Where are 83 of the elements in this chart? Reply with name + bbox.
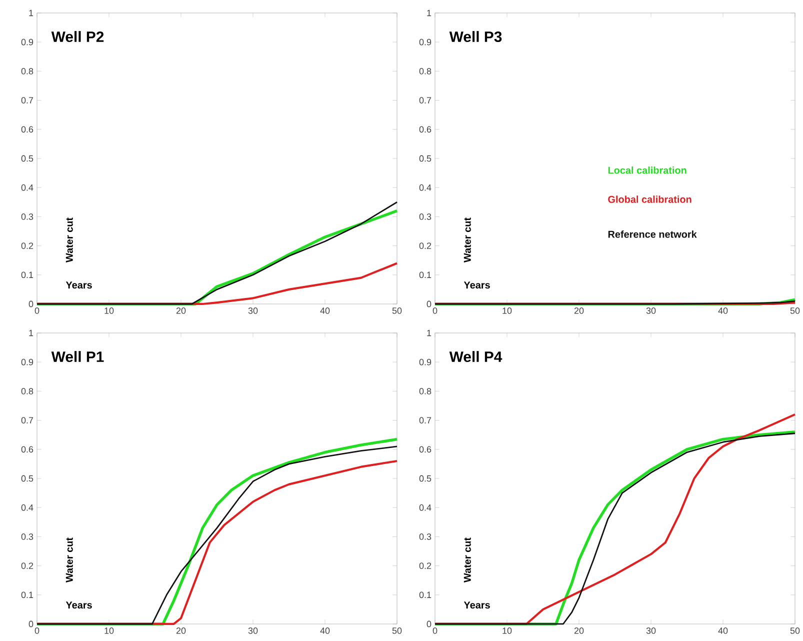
x-tick-label: 50 [790, 628, 800, 634]
y-tick-label: 0.7 [21, 97, 34, 104]
y-tick-label: 1 [29, 10, 34, 16]
y-tick-label: 0.1 [419, 592, 432, 598]
x-tick-label: 30 [248, 628, 258, 634]
y-tick-label: 0.9 [21, 358, 34, 366]
y-tick-label: 0.8 [21, 388, 34, 394]
y-tick-label: 0.7 [21, 417, 34, 424]
x-tick-label: 0 [34, 308, 40, 314]
y-tick-label: 0.2 [21, 562, 34, 569]
y-tick-label: 0.9 [419, 358, 432, 366]
y-tick-label: 0.6 [21, 126, 34, 133]
y-tick-label: 0.9 [419, 38, 432, 46]
x-tick-label: 30 [646, 308, 656, 314]
x-tick-label: 40 [320, 628, 330, 634]
x-tick-label: 0 [34, 628, 40, 634]
y-tick-label: 0.8 [419, 68, 432, 74]
x-tick-label: 0 [432, 628, 438, 634]
x-tick-label: 0 [432, 308, 438, 314]
y-tick-label: 0 [426, 620, 432, 628]
text: Well P4 [449, 351, 502, 362]
y-axis-title: Water cut [66, 218, 73, 262]
y-tick-label: 0.4 [419, 184, 432, 191]
y-tick-label: 0 [426, 300, 432, 308]
x-tick-label: 20 [176, 308, 186, 314]
y-axis-title: Water cut [66, 538, 73, 582]
y-tick-label: 1 [427, 10, 432, 16]
text: Well P2 [51, 31, 104, 42]
y-tick-label: 0.2 [419, 562, 432, 569]
x-axis-title: Years [66, 282, 92, 289]
y-tick-label: 0 [28, 620, 34, 628]
y-tick-label: 0.3 [21, 214, 34, 220]
y-tick-label: 0.4 [21, 504, 34, 511]
y-tick-label: 0.1 [21, 592, 34, 598]
y-tick-label: 0.8 [21, 68, 34, 74]
y-tick-label: 0.5 [21, 475, 34, 482]
y-tick-label: 1 [29, 330, 34, 336]
y-tick-label: 0.3 [419, 214, 432, 220]
y-tick-label: 0.4 [21, 184, 34, 191]
y-tick-label: 0.7 [419, 417, 432, 424]
x-tick-label: 40 [718, 628, 728, 634]
x-tick-label: 20 [574, 628, 584, 634]
text: Well P3 [449, 31, 502, 42]
text: Reference network [608, 230, 697, 238]
x-tick-label: 20 [574, 308, 584, 314]
x-tick-label: 50 [392, 308, 402, 314]
x-tick-label: 10 [502, 308, 512, 314]
y-tick-label: 0.2 [419, 242, 432, 249]
y-tick-label: 0.7 [419, 97, 432, 104]
text: Well P1 [51, 351, 104, 362]
y-axis-title: Water cut [464, 218, 471, 262]
y-tick-label: 0.8 [419, 388, 432, 394]
x-axis-title: Years [464, 282, 490, 289]
x-tick-label: 10 [104, 628, 114, 634]
y-tick-label: 0.4 [419, 504, 432, 511]
y-tick-label: 0.1 [21, 272, 34, 278]
y-tick-label: 0.5 [419, 475, 432, 482]
x-tick-label: 10 [502, 628, 512, 634]
y-tick-label: 0.6 [419, 446, 432, 453]
y-tick-label: 0.1 [419, 272, 432, 278]
x-tick-label: 20 [176, 628, 186, 634]
x-tick-label: 50 [790, 308, 800, 314]
text: Global calibration [608, 196, 692, 203]
x-tick-label: 10 [104, 308, 114, 314]
y-axis-title: Water cut [464, 538, 471, 582]
y-tick-label: 0.6 [419, 126, 432, 133]
x-axis-title: Years [66, 602, 92, 609]
y-tick-label: 0.3 [419, 534, 432, 540]
y-tick-label: 0.9 [21, 38, 34, 46]
text: Local calibration [608, 166, 686, 174]
y-tick-label: 0.5 [419, 155, 432, 162]
x-tick-label: 50 [392, 628, 402, 634]
x-axis-title: Years [464, 602, 490, 609]
y-tick-label: 0.3 [21, 534, 34, 540]
y-tick-label: 0.5 [21, 155, 34, 162]
y-tick-label: 0.6 [21, 446, 34, 453]
x-tick-label: 30 [248, 308, 258, 314]
y-tick-label: 0 [28, 300, 34, 308]
y-tick-label: 1 [427, 330, 432, 336]
x-tick-label: 30 [646, 628, 656, 634]
y-tick-label: 0.2 [21, 242, 34, 249]
x-tick-label: 40 [718, 308, 728, 314]
x-tick-label: 40 [320, 308, 330, 314]
